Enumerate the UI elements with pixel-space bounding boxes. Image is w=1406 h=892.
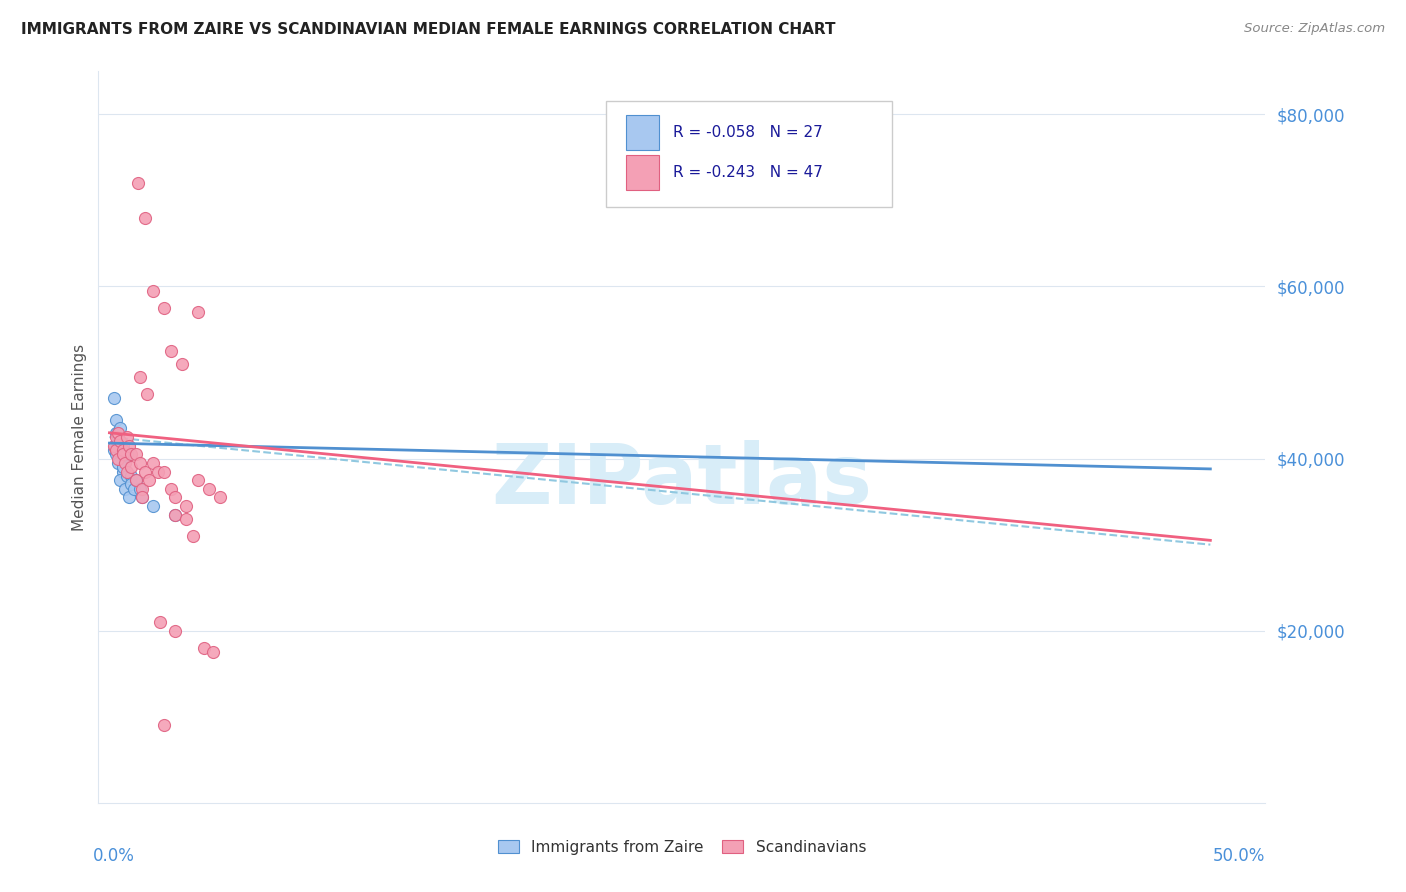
- Text: R = -0.058   N = 27: R = -0.058 N = 27: [672, 125, 823, 140]
- Point: [131, 482, 153, 496]
- Point: [125, 447, 148, 461]
- Point: [129, 369, 152, 384]
- FancyBboxPatch shape: [626, 115, 658, 151]
- Text: Source: ZipAtlas.com: Source: ZipAtlas.com: [1244, 22, 1385, 36]
- Point: [176, 499, 198, 513]
- Point: [120, 468, 142, 483]
- Point: [153, 718, 176, 732]
- Point: [134, 465, 156, 479]
- Point: [118, 439, 141, 453]
- Point: [105, 447, 128, 461]
- Point: [103, 439, 125, 453]
- Point: [110, 421, 132, 435]
- Point: [105, 430, 128, 444]
- Point: [125, 473, 148, 487]
- Point: [129, 456, 152, 470]
- Point: [120, 447, 142, 461]
- Point: [122, 482, 145, 496]
- Text: 0.0%: 0.0%: [93, 847, 135, 864]
- Point: [165, 624, 187, 638]
- Point: [114, 482, 136, 496]
- Point: [142, 284, 165, 298]
- Point: [135, 387, 157, 401]
- Point: [131, 491, 153, 505]
- Point: [160, 344, 183, 359]
- Point: [165, 491, 187, 505]
- Point: [107, 451, 129, 466]
- Point: [114, 456, 136, 470]
- Point: [186, 305, 208, 319]
- Point: [105, 442, 128, 457]
- FancyBboxPatch shape: [626, 154, 658, 190]
- Point: [120, 460, 142, 475]
- Point: [149, 615, 172, 629]
- Text: ZIPatlas: ZIPatlas: [492, 441, 872, 522]
- Point: [153, 465, 176, 479]
- Point: [127, 176, 149, 190]
- Point: [111, 447, 134, 461]
- Point: [110, 473, 132, 487]
- Point: [103, 392, 125, 406]
- Point: [201, 645, 224, 659]
- Point: [176, 512, 198, 526]
- Y-axis label: Median Female Earnings: Median Female Earnings: [72, 343, 87, 531]
- Point: [111, 439, 134, 453]
- Point: [103, 442, 125, 457]
- Text: IMMIGRANTS FROM ZAIRE VS SCANDINAVIAN MEDIAN FEMALE EARNINGS CORRELATION CHART: IMMIGRANTS FROM ZAIRE VS SCANDINAVIAN ME…: [21, 22, 835, 37]
- Point: [193, 640, 215, 655]
- Point: [131, 491, 153, 505]
- Point: [165, 508, 187, 522]
- Point: [186, 473, 208, 487]
- Point: [138, 473, 160, 487]
- Point: [172, 357, 194, 371]
- Point: [115, 447, 138, 461]
- Point: [114, 451, 136, 466]
- Point: [181, 529, 204, 543]
- Text: R = -0.243   N = 47: R = -0.243 N = 47: [672, 165, 823, 180]
- Point: [107, 430, 129, 444]
- Point: [107, 456, 129, 470]
- Point: [118, 491, 141, 505]
- Point: [160, 482, 183, 496]
- Point: [125, 473, 148, 487]
- Point: [110, 439, 132, 453]
- Point: [111, 465, 134, 479]
- Point: [129, 482, 152, 496]
- Point: [120, 477, 142, 491]
- Point: [105, 413, 128, 427]
- Point: [107, 425, 129, 440]
- Point: [105, 425, 128, 440]
- Point: [115, 468, 138, 483]
- Point: [111, 460, 134, 475]
- Point: [165, 508, 187, 522]
- FancyBboxPatch shape: [606, 101, 891, 207]
- Point: [208, 491, 231, 505]
- Point: [115, 430, 138, 444]
- Point: [110, 434, 132, 449]
- Point: [115, 465, 138, 479]
- Point: [107, 425, 129, 440]
- Point: [153, 301, 176, 315]
- Point: [146, 465, 169, 479]
- Point: [197, 482, 219, 496]
- Point: [142, 499, 165, 513]
- Point: [111, 442, 134, 457]
- Point: [142, 456, 165, 470]
- Legend: Immigrants from Zaire, Scandinavians: Immigrants from Zaire, Scandinavians: [492, 834, 872, 861]
- Text: 50.0%: 50.0%: [1213, 847, 1265, 864]
- Point: [134, 211, 156, 225]
